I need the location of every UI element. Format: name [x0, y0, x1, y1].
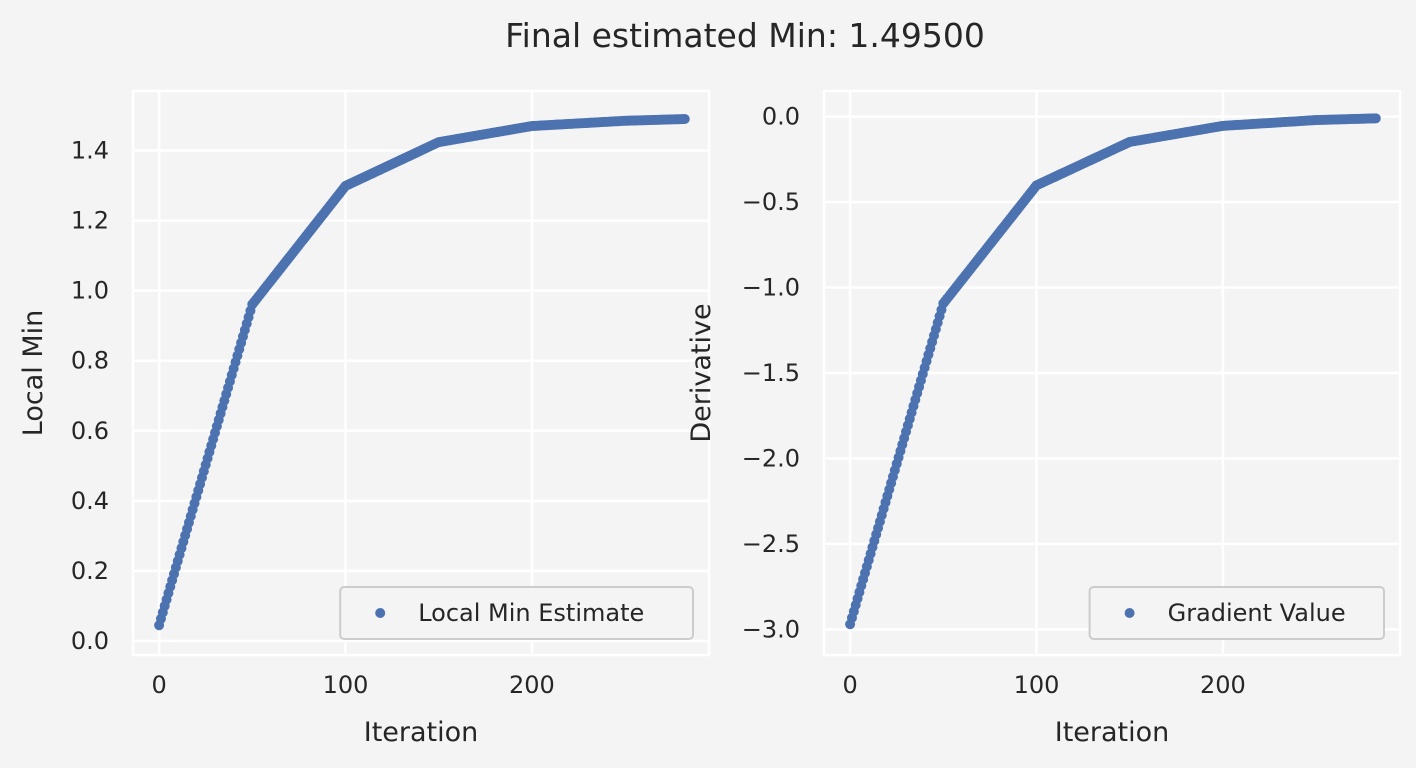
left-y-axis-label: Local Min — [18, 310, 49, 436]
right-x-tick-label: 200 — [1200, 671, 1246, 699]
left-y-tick-label: 1.0 — [71, 277, 109, 305]
left-legend — [339, 586, 694, 640]
data-point — [679, 114, 690, 125]
left-plot-frame — [131, 89, 711, 657]
left-y-tick-label: 0.8 — [71, 347, 109, 375]
right-legend-marker — [1124, 608, 1135, 618]
figure-title: Final estimated Min: 1.49500 — [505, 16, 985, 55]
left-x-tick-label: 100 — [323, 671, 369, 699]
left-y-tick-label: 0.0 — [71, 627, 109, 655]
right-y-axis-label: Derivative — [686, 303, 717, 442]
right-y-tick-label: −2.5 — [742, 530, 800, 558]
right-y-tick-label: 0.0 — [762, 103, 800, 131]
right-plot-frame — [822, 89, 1402, 657]
right-y-tick-label: −1.5 — [742, 359, 800, 387]
right-y-tick-label: −2.0 — [742, 444, 800, 472]
right-y-tick-label: −1.0 — [742, 274, 800, 302]
right-chart-panel: 0 100 200 0.0 −0.5 −1.0 −1.5 −2.0 −2.5 −3.0 Iterat… — [686, 89, 1402, 748]
left-x-axis-label: Iteration — [364, 717, 479, 748]
left-y-tick-label: 0.6 — [71, 417, 109, 445]
left-chart-panel: 0 100 200 0.0 0.2 0.4 0.6 0.8 1.0 1.2 1.4 Iteration… — [18, 89, 711, 748]
right-y-tick-label: −3.0 — [742, 615, 800, 643]
left-y-tick-label: 0.4 — [71, 487, 109, 515]
left-legend-label: Local Min Estimate — [418, 599, 644, 627]
left-x-tick-label: 200 — [509, 671, 555, 699]
left-series-points — [154, 114, 690, 631]
right-x-tick-label: 100 — [1014, 671, 1060, 699]
left-y-tick-label: 0.2 — [71, 557, 109, 585]
left-y-tick-label: 1.4 — [71, 137, 109, 165]
data-point — [1370, 113, 1381, 124]
left-legend-marker — [375, 608, 386, 618]
right-x-tick-label: 0 — [842, 671, 857, 699]
right-y-tick-label: −0.5 — [742, 188, 800, 216]
right-legend — [1088, 586, 1385, 640]
right-legend-label: Gradient Value — [1168, 599, 1346, 627]
right-series-points — [845, 113, 1381, 630]
right-x-axis-label: Iteration — [1055, 717, 1170, 748]
left-y-tick-label: 1.2 — [71, 207, 109, 235]
left-x-tick-label: 0 — [151, 671, 166, 699]
